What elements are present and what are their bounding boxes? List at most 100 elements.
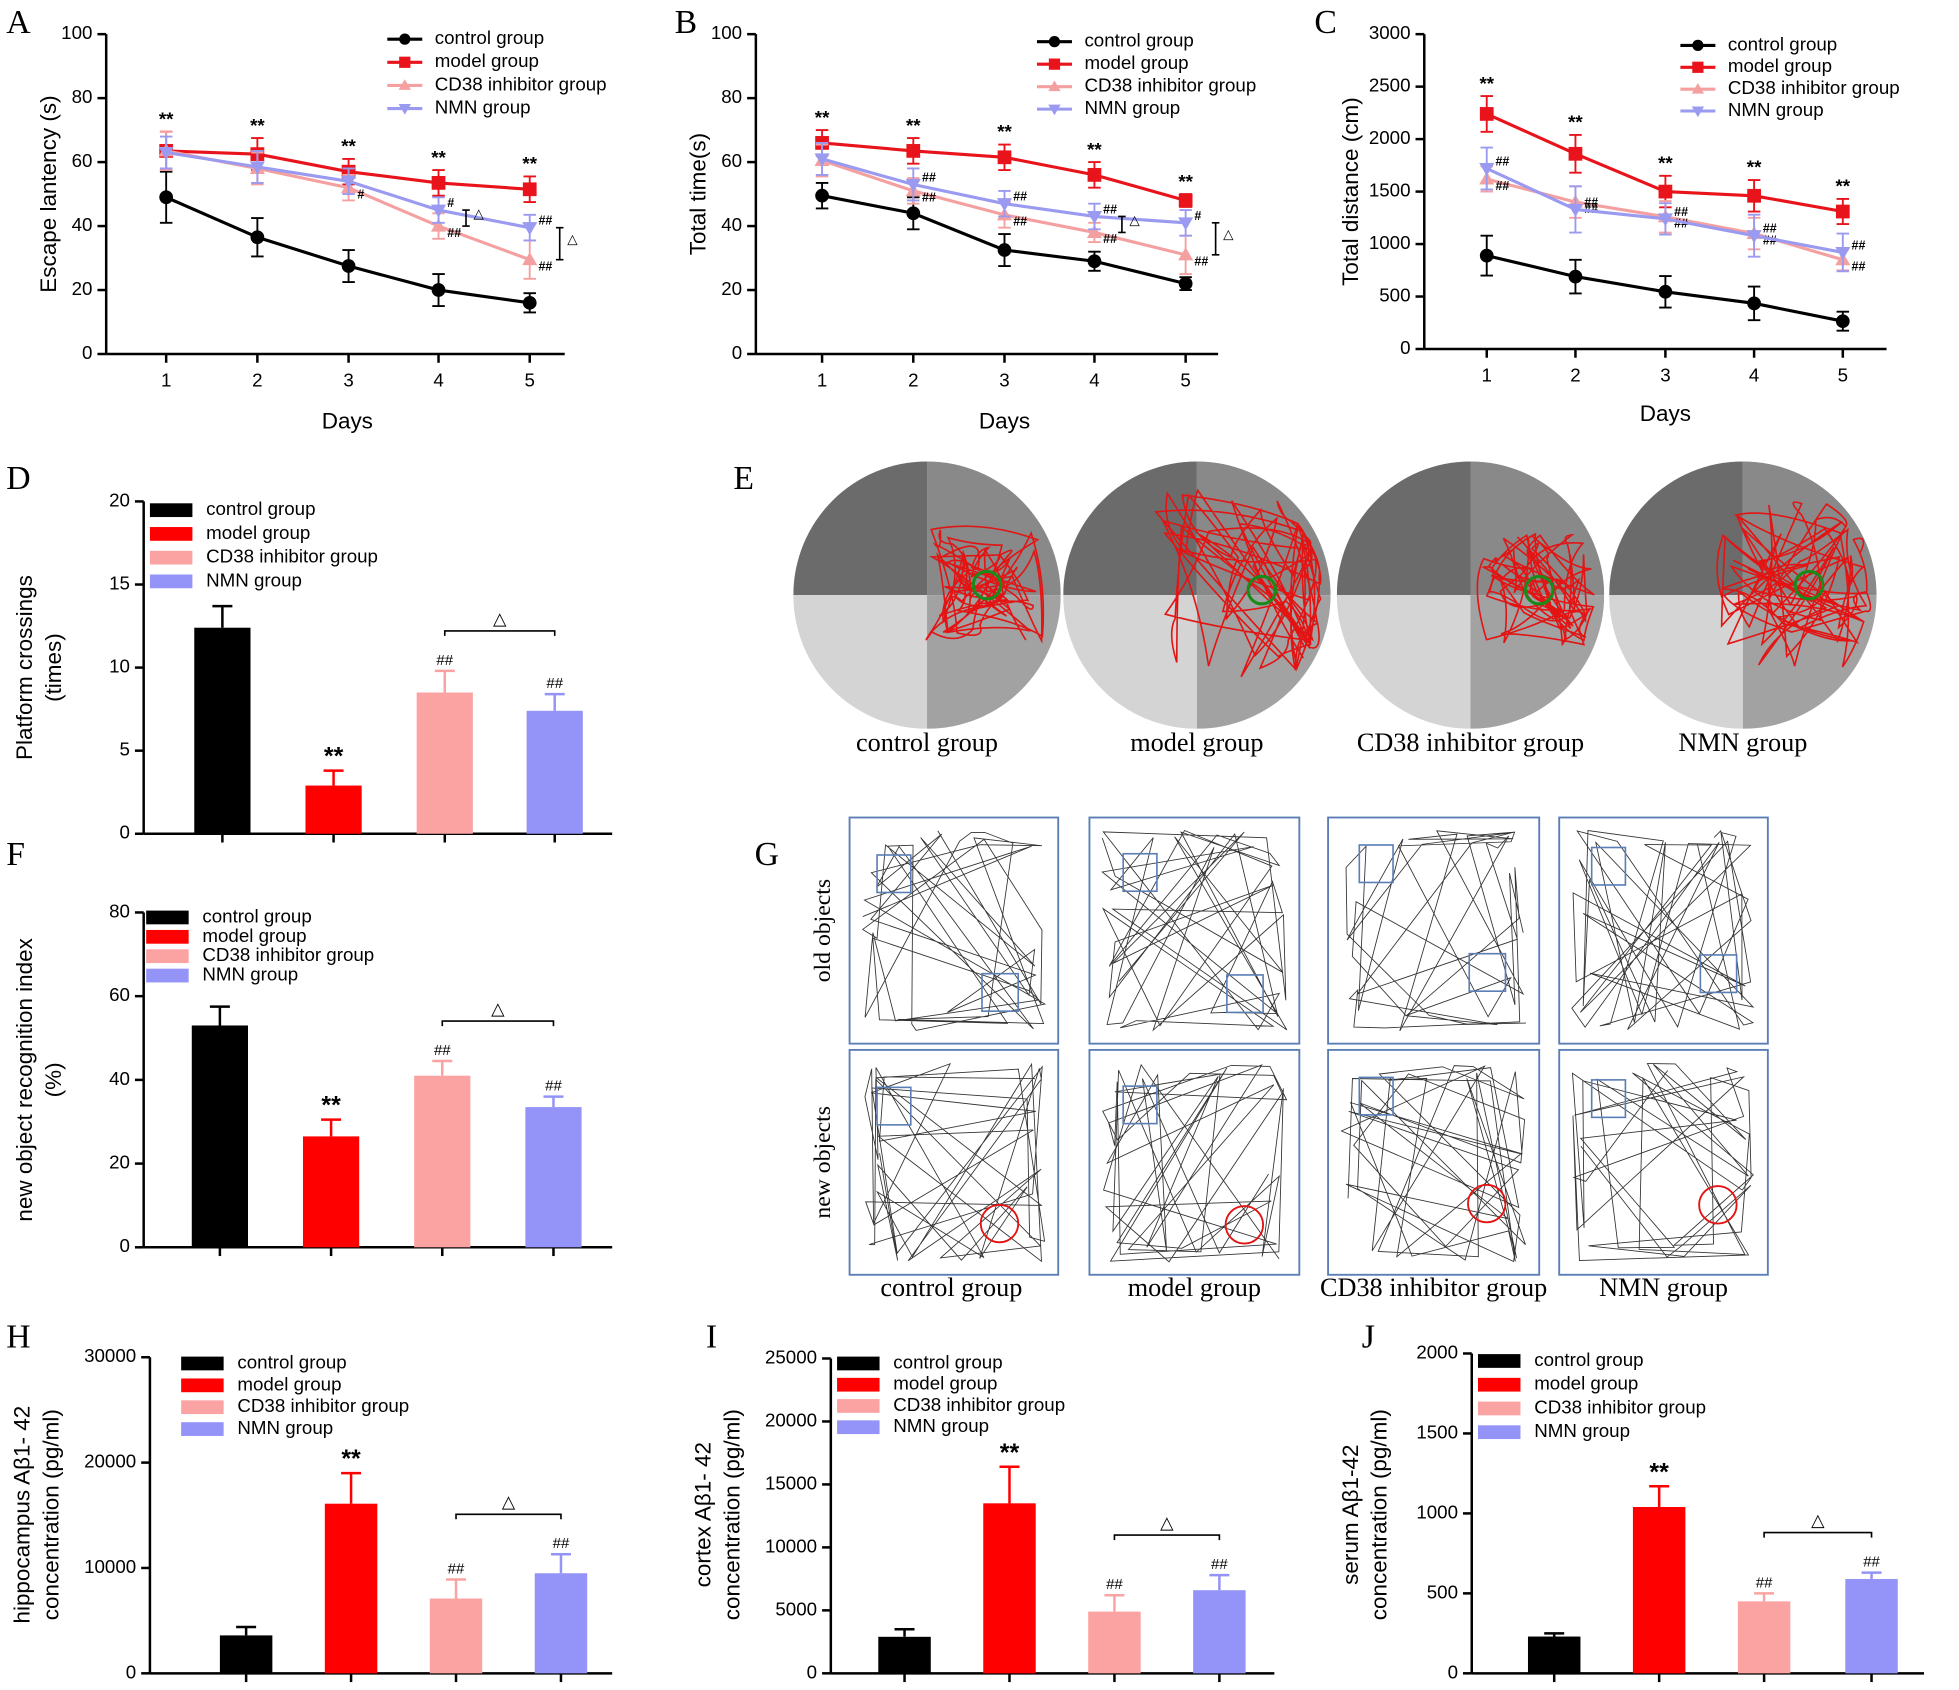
group-label: CD38 inhibitor group: [1320, 1273, 1547, 1302]
error-bar: [544, 692, 565, 711]
legend-label: NMN group: [1534, 1420, 1630, 1441]
x-tick-label: 4: [433, 369, 443, 390]
legend-label: model group: [1084, 52, 1188, 73]
marker: [1048, 80, 1061, 92]
track: [1340, 1065, 1526, 1263]
y-tick-label: 10: [109, 656, 130, 677]
significance-label: **: [159, 108, 174, 129]
marker: [1835, 246, 1851, 261]
significance-label: ##: [1103, 232, 1117, 246]
legend-label: model group: [202, 925, 306, 946]
legend-label: NMN group: [1728, 99, 1824, 120]
x-tick-label: 1: [817, 369, 827, 390]
y-axis-label: hippocampus Aβ1- 42 concentration (pg/ml): [10, 1406, 64, 1624]
y-tick-label: 15000: [765, 1472, 817, 1493]
panel-letter: A: [6, 4, 31, 41]
bar: [305, 785, 362, 834]
y-axis-label-line: Total distance (cm): [1338, 97, 1363, 286]
y-tick-label: 0: [120, 1235, 130, 1256]
bracket-label: △: [493, 608, 507, 628]
significance-label: ##: [546, 675, 563, 692]
significance-label: **: [341, 136, 356, 157]
error-bar: [999, 1465, 1020, 1504]
marker: [906, 144, 921, 158]
significance-label: **: [1178, 171, 1193, 192]
legend-label: CD38 inhibitor group: [237, 1395, 409, 1416]
significance-label: **: [1836, 176, 1851, 197]
legend-swatch: [149, 574, 193, 589]
error-bar: [236, 1625, 257, 1636]
y-tick-label: 60: [721, 150, 742, 171]
significance-label: ##: [1106, 1576, 1123, 1593]
y-tick-label: 5000: [775, 1598, 817, 1619]
marker: [159, 190, 174, 205]
x-tick-label: 5: [525, 369, 535, 390]
error-bar: [1544, 1632, 1565, 1637]
panel-letter: F: [6, 836, 25, 873]
x-tick-label: 2: [1570, 364, 1580, 385]
y-axis-label-line: serum Aβ1-42: [1338, 1445, 1363, 1585]
significance-label: **: [324, 743, 344, 771]
legend-swatch: [837, 1356, 880, 1371]
y-tick-label: 0: [82, 342, 92, 363]
quadrant: [1336, 595, 1471, 729]
legend-label: model group: [237, 1373, 341, 1394]
marker: [1658, 284, 1673, 299]
marker: [1747, 296, 1761, 311]
marker: [1747, 188, 1761, 203]
x-tick-label: 2: [252, 369, 262, 390]
marker: [399, 56, 411, 68]
marker: [431, 176, 446, 190]
y-tick-label: 80: [72, 86, 93, 107]
x-tick-label: 4: [1089, 369, 1099, 390]
y-tick-label: 1500: [1416, 1421, 1458, 1442]
x-tick-label: 1: [161, 369, 171, 390]
bar: [416, 692, 473, 834]
legend-label: CD38 inhibitor group: [1534, 1396, 1706, 1417]
y-tick-label: 0: [807, 1661, 817, 1682]
legend-label: model group: [1534, 1373, 1638, 1394]
marker: [341, 259, 356, 273]
object-box: [1468, 952, 1507, 992]
marker: [815, 188, 829, 203]
legend-label: CD38 inhibitor group: [206, 546, 378, 567]
y-axis-label-line: (%): [41, 1062, 66, 1097]
significance-label: **: [997, 121, 1012, 142]
significance-label: **: [250, 115, 265, 136]
marker: [522, 295, 537, 310]
x-tick-label: 1: [1482, 364, 1492, 385]
marker: [1048, 36, 1061, 48]
object-box: [1590, 1079, 1627, 1119]
bar: [429, 1598, 483, 1674]
group-label: control group: [856, 728, 998, 757]
bar: [1193, 1590, 1246, 1674]
marker: [1835, 204, 1850, 219]
y-tick-label: 20: [109, 1152, 130, 1173]
bar: [525, 1107, 582, 1248]
platform: [971, 569, 1003, 601]
error-bar: [323, 769, 344, 786]
y-tick-label: 0: [1448, 1661, 1458, 1682]
y-tick-label: 20: [109, 489, 130, 510]
y-tick-label: 40: [109, 1068, 130, 1089]
y-axis-label-line: concentration (pg/ml): [719, 1409, 744, 1620]
x-tick-label: 3: [343, 369, 353, 390]
significance-label: ##: [1756, 1574, 1773, 1591]
legend-swatch: [146, 910, 189, 925]
legend-swatch: [149, 550, 193, 565]
significance-label: ##: [1013, 190, 1027, 204]
legend-label: NMN group: [237, 1417, 333, 1438]
significance-label: ##: [1211, 1556, 1228, 1573]
y-tick-label: 20: [721, 278, 742, 299]
marker: [997, 150, 1012, 165]
y-tick-label: 1500: [1369, 180, 1411, 201]
significance-label: ##: [1495, 179, 1509, 193]
new-object: [1698, 1185, 1738, 1225]
marker: [1479, 107, 1494, 121]
object-box: [876, 854, 912, 894]
bracket: [555, 226, 564, 261]
legend-swatch: [181, 1356, 224, 1371]
bar: [534, 1573, 588, 1674]
significance-label: ##: [1584, 195, 1598, 209]
significance-label: ##: [538, 214, 552, 228]
